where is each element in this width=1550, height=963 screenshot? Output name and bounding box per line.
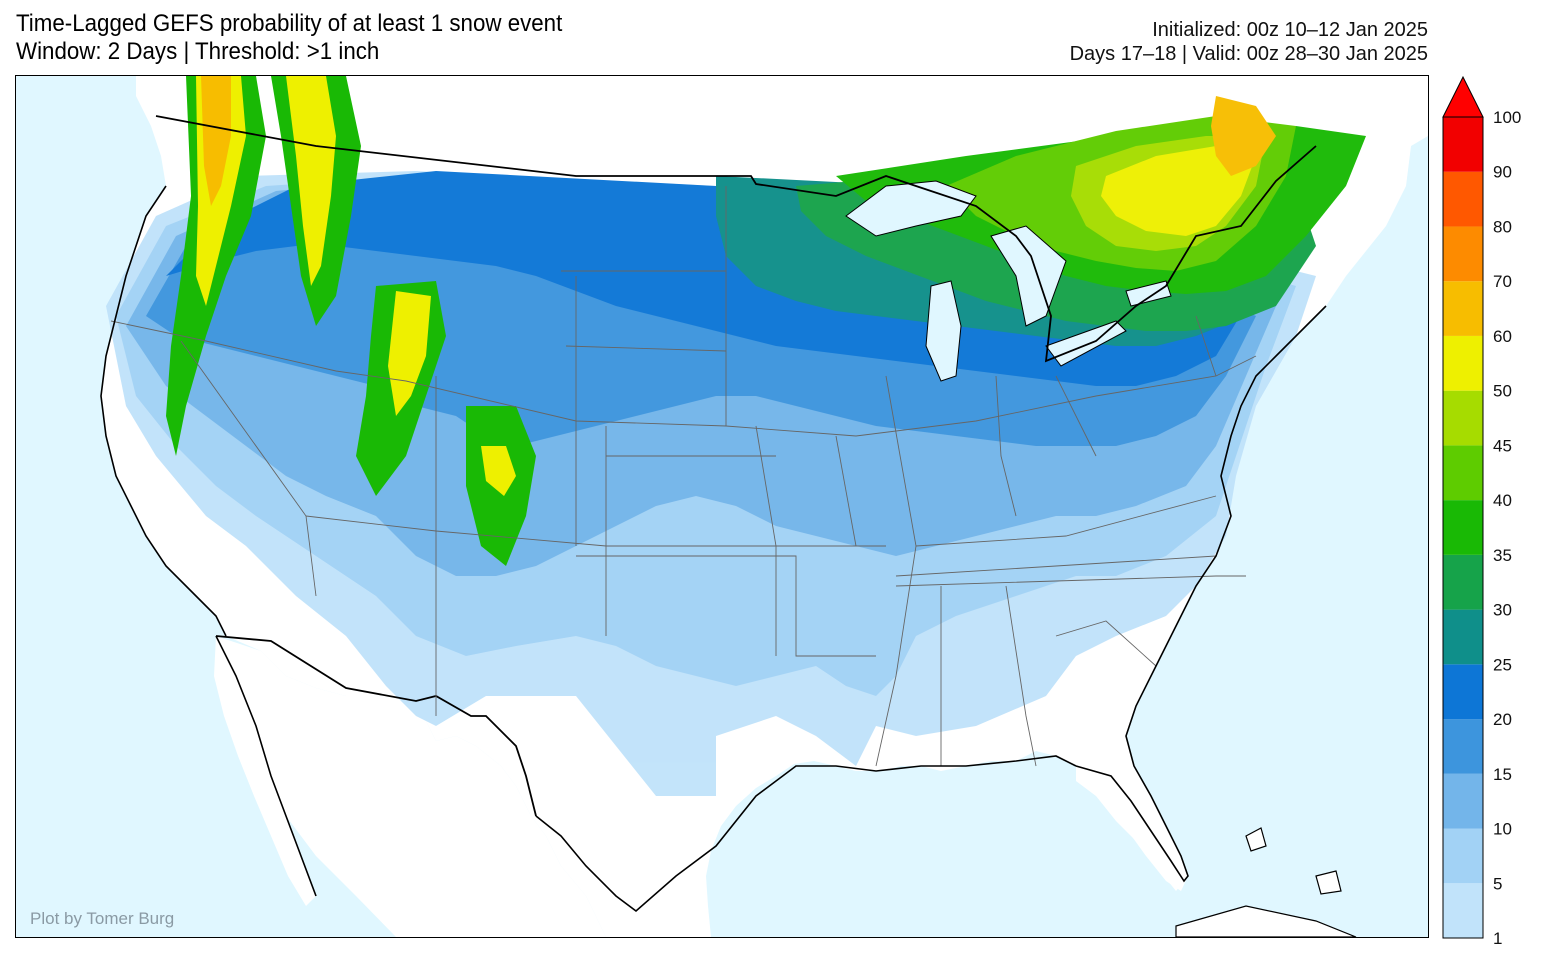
state-border-line: [875, 375, 917, 767]
us-mexico-border: [215, 635, 537, 817]
subtitle: Window: 2 Days | Threshold: >1 inch: [16, 38, 380, 65]
streak-yellow-wyoming: [388, 291, 431, 416]
streak-orange-west: [201, 76, 231, 206]
mexico-land: [216, 636, 606, 937]
colorbar-tick-label: 10: [1493, 820, 1512, 839]
streak-yellow-colorado: [481, 446, 516, 496]
cuba-island: [1175, 905, 1357, 937]
colorbar-segment: [1443, 117, 1483, 172]
colorbar-tick-label: 15: [1493, 765, 1512, 784]
caribbean-islands: [1175, 827, 1357, 937]
colorbar-segment: [1443, 719, 1483, 774]
florida-land: [1076, 766, 1184, 891]
state-border-line: [576, 555, 876, 657]
streak-yellow-idaho: [286, 76, 336, 286]
colorbar-tick-label: 5: [1493, 874, 1502, 893]
colorbar-segment: [1443, 883, 1483, 938]
credit-text: Plot by Tomer Burg: [30, 909, 174, 928]
colorbar-tick-label: 35: [1493, 546, 1512, 565]
bahamas-islands: [1245, 827, 1267, 852]
valid-time-text: Days 17–18 | Valid: 00z 28–30 Jan 2025: [1069, 43, 1428, 65]
state-border-line: [1055, 375, 1097, 457]
us-canada-border: [155, 115, 1317, 363]
state-border-line: [755, 425, 777, 656]
colorbar-segment: [1443, 609, 1483, 665]
colorbar-tick-label: 70: [1493, 272, 1512, 291]
colorbar-segment: [1443, 445, 1483, 501]
colorbar-tick-label: 40: [1493, 491, 1512, 510]
western-streaks: [166, 76, 536, 566]
state-border-line: [915, 495, 1217, 547]
shade-60-70: [1211, 96, 1276, 176]
state-border-line: [835, 435, 857, 547]
main-title: Time-Lagged GEFS probability of at least…: [16, 10, 563, 37]
colorbar-tick-label: 80: [1493, 217, 1512, 236]
lake-huron: [990, 225, 1067, 327]
colorbar-tick-label: 25: [1493, 655, 1512, 674]
colorbar-tick-label: 60: [1493, 327, 1512, 346]
title-block: Time-Lagged GEFS probability of at least…: [16, 10, 603, 66]
coastlines: [100, 185, 1327, 913]
colorbar-tick-label: 1: [1493, 929, 1502, 948]
colorbar-tick-label: 30: [1493, 601, 1512, 620]
bahamas-islands: [1315, 870, 1342, 895]
lake-michigan: [925, 280, 962, 382]
info-block: Initialized: 00z 10–12 Jan 2025 Days 17–…: [1070, 18, 1428, 66]
colorbar-tick-label: 50: [1493, 382, 1512, 401]
colorbar-segment: [1443, 390, 1483, 446]
colorbar-segment: [1443, 664, 1483, 720]
map-frame: Plot by Tomer Burg: [15, 75, 1429, 938]
state-border-line: [895, 575, 1246, 587]
colorbar-segment: [1443, 828, 1483, 884]
colorbar-segment: [1443, 500, 1483, 555]
lake-ontario: [1125, 280, 1172, 307]
state-border-line: [1055, 620, 1157, 667]
state-border-line: [1005, 585, 1037, 767]
colorbar-segment: [1443, 281, 1483, 336]
baja-land: [214, 636, 316, 906]
gulf-coast: [535, 755, 1077, 913]
colorbar-segment: [1443, 773, 1483, 829]
colorbar-arrow: [1442, 75, 1484, 118]
state-borders: [110, 186, 1257, 767]
country-borders: [155, 115, 1317, 817]
state-border-line: [995, 375, 1017, 517]
probability-map: Plot by Tomer Burg: [16, 76, 1428, 937]
colorbar-tick-label-top: 100: [1493, 108, 1521, 127]
colorbar-tick-label: 90: [1493, 163, 1512, 182]
shade-50-60: [1101, 146, 1256, 236]
colorbar-tick-label: 45: [1493, 436, 1512, 455]
colorbar-segment: [1443, 226, 1483, 282]
state-border-line: [565, 345, 727, 352]
baja-coast: [215, 635, 317, 897]
state-border-line: [895, 555, 1217, 577]
state-border-line: [1195, 315, 1217, 377]
colorbar-segment: [1443, 335, 1483, 391]
colorbar-tick-label: 20: [1493, 710, 1512, 729]
east-coast: [1075, 305, 1327, 883]
colorbar-segment: [1443, 171, 1483, 227]
colorbar-segment: [1443, 554, 1483, 610]
colorbar-border: [1442, 116, 1484, 939]
west-coast: [100, 185, 227, 637]
colorbar-boxes: [1442, 75, 1484, 939]
initialized-text: Initialized: 00z 10–12 Jan 2025: [1152, 19, 1428, 41]
